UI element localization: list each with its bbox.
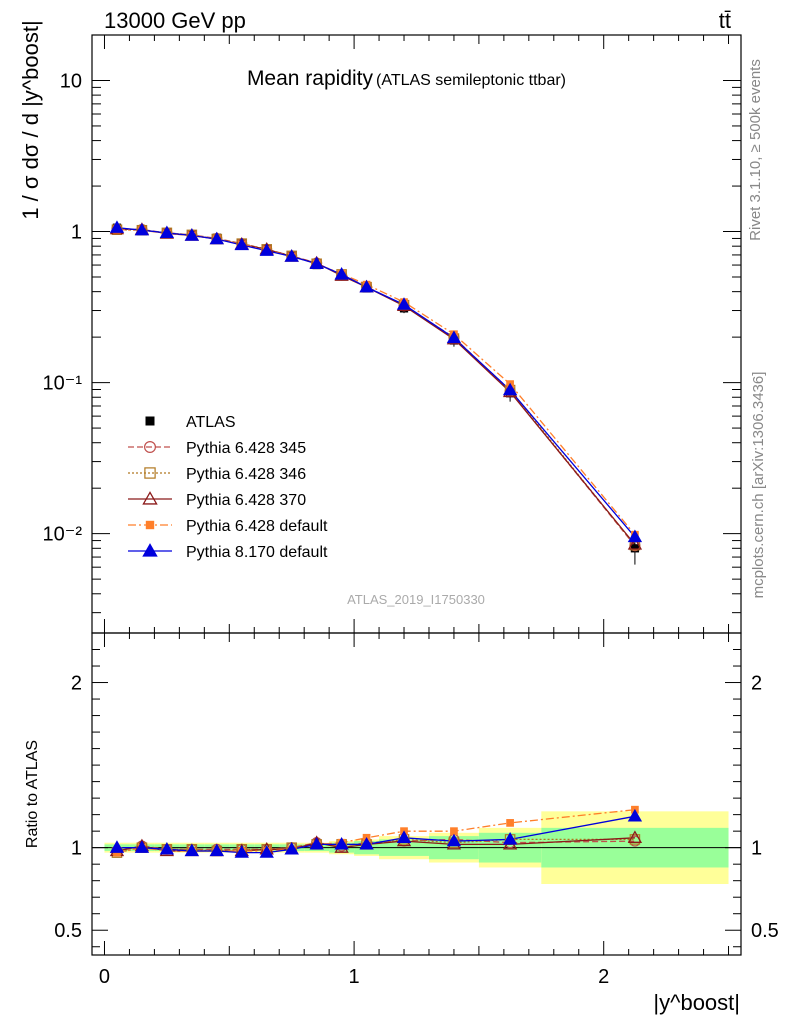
- legend-marker: [145, 416, 155, 426]
- side-label-mcplots: mcplots.cern.ch [arXiv:1306.3436]: [750, 372, 767, 599]
- ratio-line: [116, 838, 635, 854]
- main-y-tick-label: 10⁻²: [43, 524, 83, 546]
- ratio-point: [506, 819, 514, 827]
- series-point: [234, 237, 249, 251]
- series-point: [309, 256, 324, 269]
- ratio-y-tick-label: 2: [71, 673, 82, 695]
- main-y-tick-label: 10: [60, 70, 82, 92]
- chart-subtitle: (ATLAS semileptonic ttbar): [376, 72, 566, 89]
- legend-label: Pythia 6.428 346: [186, 466, 306, 483]
- legend-label: Pythia 6.428 370: [186, 492, 306, 509]
- series-point: [502, 382, 518, 396]
- ratio-point: [396, 830, 412, 843]
- series-point: [109, 220, 125, 233]
- ratio-plot-frame: [91, 632, 742, 956]
- x-tick-label: 1: [349, 966, 360, 988]
- ratio-point: [209, 843, 224, 857]
- ratio-line: [116, 809, 635, 854]
- analysis-id: ATLAS_2019_I1750330: [347, 592, 485, 607]
- legend-marker: [145, 520, 155, 530]
- ratio-point: [259, 845, 274, 858]
- ratio-point: [134, 840, 150, 853]
- chart-title: Mean rapidity: [247, 67, 374, 90]
- legend-marker: [144, 467, 156, 479]
- ratio-point: [359, 837, 374, 850]
- legend: ATLAS Pythia 6.428 345 Pythia 6.428 346 Pyt…: [128, 414, 328, 561]
- ratio-y-tick-label: 1: [71, 838, 82, 860]
- process-label: tt̄: [719, 8, 731, 33]
- legend-label: ATLAS: [186, 414, 236, 431]
- side-label-rivet: Rivet 3.1.10, ≥ 500k events: [747, 59, 764, 241]
- series-point: [396, 297, 412, 310]
- ratio-point: [627, 830, 643, 843]
- series-point: [134, 222, 150, 236]
- series-point: [627, 537, 643, 550]
- x-tick-label: 0: [99, 966, 110, 988]
- series-point: [209, 231, 224, 245]
- ratio-point: [109, 840, 125, 853]
- data-point: [630, 544, 640, 553]
- ratio-y-tick-label: 0.5: [751, 920, 779, 942]
- legend-label: Pythia 6.428 default: [186, 518, 328, 535]
- axes-layer: 0 1 2 10⁻² 10⁻¹ 1 10 0.5 0.5 1 1 2 2: [43, 34, 779, 988]
- ratio-point: [309, 837, 324, 850]
- ratio-point: [446, 833, 462, 847]
- legend-label: Pythia 6.428 345: [186, 440, 306, 457]
- legend-label: Pythia 8.170 default: [186, 544, 328, 561]
- ratio-point: [334, 837, 349, 850]
- series-point: [284, 249, 299, 262]
- main-y-axis-label: 1 / σ dσ / d |y^boost|: [18, 20, 43, 219]
- series-point: [159, 225, 175, 239]
- series-point: [259, 243, 274, 256]
- x-tick-label: 2: [598, 966, 609, 988]
- legend-marker: [144, 441, 157, 454]
- ratio-series-layer: [109, 805, 643, 858]
- ratio-y-tick-label: 2: [751, 673, 762, 695]
- legend-marker: [142, 543, 158, 557]
- ratio-y-tick-label: 1: [751, 838, 762, 860]
- series-point: [334, 267, 349, 280]
- ratio-y-axis-label: Ratio to ATLAS: [24, 740, 41, 848]
- main-series-layer: [109, 220, 643, 565]
- series-point: [184, 228, 200, 241]
- main-y-tick-label: 10⁻¹: [43, 373, 83, 395]
- series-point: [359, 279, 374, 293]
- ratio-y-tick-label: 0.5: [54, 920, 82, 942]
- ratio-point: [159, 841, 175, 855]
- ratio-point: [627, 808, 643, 822]
- energy-label: 13000 GeV pp: [104, 8, 246, 33]
- main-y-tick-label: 1: [71, 222, 82, 244]
- series-point: [446, 330, 462, 344]
- x-axis-label: |y^boost|: [653, 990, 740, 1015]
- ratio-point: [502, 832, 518, 845]
- legend-marker: [142, 491, 158, 505]
- ratio-point: [284, 841, 299, 855]
- ratio-point: [234, 845, 249, 858]
- ratio-point: [184, 843, 200, 857]
- series-point: [627, 529, 643, 543]
- ratio-point: [450, 827, 458, 836]
